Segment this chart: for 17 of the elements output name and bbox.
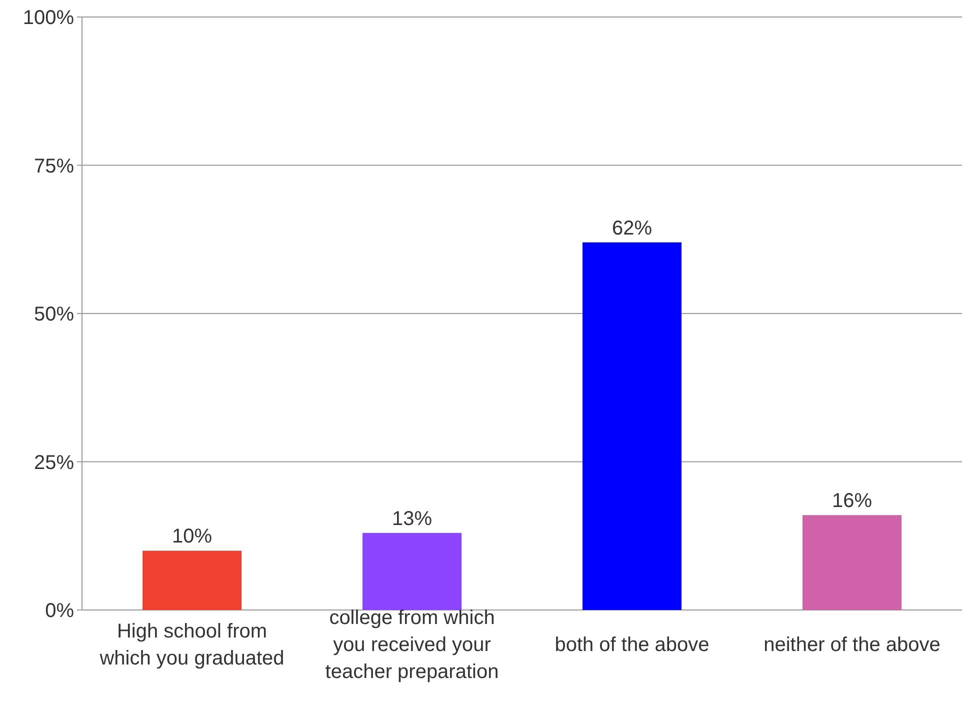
y-tick-label: 50%: [34, 304, 74, 326]
x-tick-label: neither of the above: [764, 634, 940, 656]
x-tick-label: High school from which you graduated: [98, 620, 284, 670]
y-tick-label: 25%: [34, 452, 74, 474]
bar: [802, 515, 902, 610]
data-label: 62%: [612, 217, 652, 240]
y-tick-label: 100%: [22, 7, 74, 29]
y-tick-label: 0%: [45, 600, 74, 622]
x-tick-label: college from which you received your teacher preparation: [325, 607, 499, 683]
bar: [362, 532, 462, 610]
x-tick-label: both of the above: [554, 634, 710, 656]
data-label: 16%: [832, 490, 872, 512]
y-tick-label: 75%: [34, 155, 74, 178]
bar: [142, 550, 242, 610]
data-label: 13%: [392, 508, 432, 530]
bar: [582, 242, 682, 610]
data-label: 10%: [172, 526, 212, 548]
